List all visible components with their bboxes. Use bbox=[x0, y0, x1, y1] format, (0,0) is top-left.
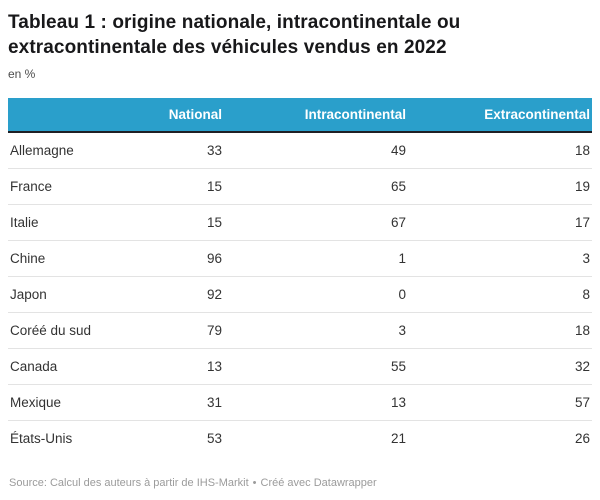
page-title: Tableau 1 : origine nationale, intracont… bbox=[8, 12, 461, 59]
table-row-mexique: Mexique 31 13 57 bbox=[8, 384, 592, 422]
cell-intracontinental: 49 bbox=[224, 132, 408, 170]
cell-national: 15 bbox=[128, 168, 224, 206]
column-header-extracontinental: Extracontinental bbox=[408, 98, 592, 134]
cell-national: 53 bbox=[206, 431, 222, 447]
table-row-canada: Canada 13 55 32 bbox=[8, 348, 592, 386]
table-header: National Intracontinental Extracontinent… bbox=[8, 98, 592, 134]
cell-intracontinental: 3 bbox=[224, 312, 408, 350]
row-label: Coréé du sud bbox=[8, 312, 128, 350]
row-label: États-Unis bbox=[10, 431, 73, 447]
cell-national: 92 bbox=[128, 276, 224, 314]
cell-extracontinental: 8 bbox=[408, 276, 592, 314]
cell-intracontinental: 55 bbox=[224, 348, 408, 386]
table-row-japon: Japon 92 0 8 bbox=[8, 276, 592, 314]
column-header-intracontinental: Intracontinental bbox=[224, 98, 408, 134]
source-text: Source: Calcul des auteurs à partir de I… bbox=[9, 477, 249, 490]
column-header-empty bbox=[8, 98, 128, 134]
footer-separator: • bbox=[252, 477, 257, 490]
cell-intracontinental: 21 bbox=[390, 431, 406, 447]
units-note: en % bbox=[8, 67, 36, 82]
table-row-allemagne: Allemagne 33 49 18 bbox=[8, 132, 592, 170]
cell-intracontinental: 1 bbox=[224, 240, 408, 278]
table-row-chine: Chine 96 1 3 bbox=[8, 240, 592, 278]
cell-extracontinental: 18 bbox=[408, 312, 592, 350]
row-label: Italie bbox=[8, 204, 128, 242]
cell-intracontinental: 67 bbox=[224, 204, 408, 242]
row-label: Chine bbox=[8, 240, 128, 278]
row-label: Allemagne bbox=[8, 132, 128, 170]
table-body: Allemagne 33 49 18 France 15 65 19 Itali… bbox=[8, 132, 592, 456]
table-row-etats-unis: États-Unis 53 21 26 bbox=[8, 421, 592, 457]
row-label: France bbox=[8, 168, 128, 206]
cell-extracontinental: 32 bbox=[408, 348, 592, 386]
cell-intracontinental: 13 bbox=[224, 384, 408, 422]
cell-extracontinental: 18 bbox=[408, 132, 592, 170]
table-row-france: France 15 65 19 bbox=[8, 168, 592, 206]
cell-extracontinental: 17 bbox=[408, 204, 592, 242]
footer: Source: Calcul des auteurs à partir de I… bbox=[8, 477, 592, 489]
cell-intracontinental: 0 bbox=[224, 276, 408, 314]
header-row: National Intracontinental Extracontinent… bbox=[8, 98, 592, 134]
cell-national: 96 bbox=[128, 240, 224, 278]
cell-extracontinental: 57 bbox=[408, 384, 592, 422]
cell-national: 79 bbox=[128, 312, 224, 350]
cell-national: 13 bbox=[128, 348, 224, 386]
data-table: National Intracontinental Extracontinent… bbox=[8, 98, 592, 456]
table-row-coree-du-sud: Coréé du sud 79 3 18 bbox=[8, 312, 592, 350]
cell-extracontinental: 19 bbox=[408, 168, 592, 206]
cell-extracontinental: 3 bbox=[408, 240, 592, 278]
row-label: Mexique bbox=[8, 384, 128, 422]
cell-national: 31 bbox=[128, 384, 224, 422]
datawrapper-credit-link[interactable]: Créé avec Datawrapper bbox=[260, 477, 377, 490]
cell-national: 15 bbox=[128, 204, 224, 242]
cell-extracontinental: 26 bbox=[574, 431, 590, 447]
table-row-italie: Italie 15 67 17 bbox=[8, 204, 592, 242]
row-label: Japon bbox=[8, 276, 128, 314]
cell-intracontinental: 65 bbox=[224, 168, 408, 206]
cell-national: 33 bbox=[128, 132, 224, 170]
column-header-national: National bbox=[128, 98, 224, 134]
row-label: Canada bbox=[8, 348, 128, 386]
